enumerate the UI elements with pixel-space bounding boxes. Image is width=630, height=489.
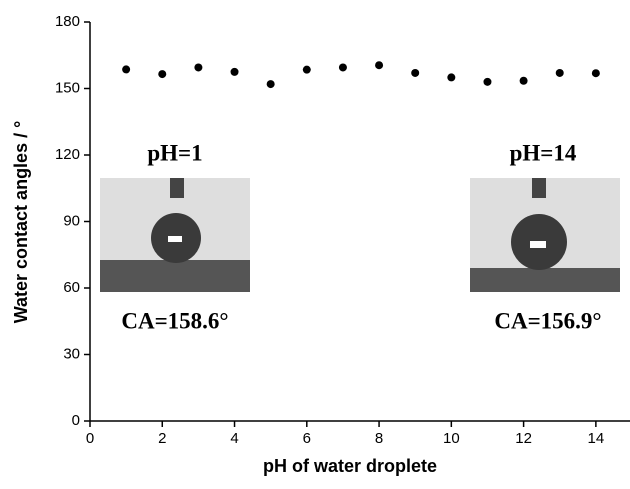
annotation: pH=14 <box>510 140 577 165</box>
data-point <box>555 68 564 77</box>
y-tick-label: 150 <box>55 79 80 96</box>
inset-photo-left <box>100 178 250 292</box>
y-tick-label: 60 <box>63 279 80 296</box>
inset-photo-right <box>470 178 620 292</box>
data-point <box>447 73 456 82</box>
data-point <box>158 70 167 79</box>
data-point <box>591 69 600 78</box>
data-point <box>519 76 528 85</box>
x-tick-label: 4 <box>230 430 238 447</box>
y-tick-label: 0 <box>72 412 80 429</box>
x-tick-label: 10 <box>443 430 460 447</box>
data-point <box>194 63 203 72</box>
x-tick-label: 0 <box>86 430 94 447</box>
annotation: CA=156.9° <box>494 308 601 333</box>
data-point <box>302 65 311 74</box>
x-tick-label: 14 <box>588 430 605 447</box>
y-tick-label: 30 <box>63 345 80 362</box>
y-tick-label: 120 <box>55 146 80 163</box>
y-tick-label: 180 <box>55 13 80 30</box>
data-point <box>230 67 239 76</box>
y-axis-title: Water contact angles / ° <box>11 121 31 324</box>
annotation: CA=158.6° <box>121 308 228 333</box>
x-axis-title: pH of water droplete <box>263 456 437 476</box>
x-tick-label: 6 <box>303 430 311 447</box>
data-point <box>483 77 492 86</box>
x-tick-label: 8 <box>375 430 383 447</box>
y-tick-label: 90 <box>63 212 80 229</box>
data-point <box>338 63 347 72</box>
data-point <box>375 61 384 70</box>
data-point <box>266 80 275 89</box>
x-tick-label: 2 <box>158 430 166 447</box>
data-point <box>122 65 131 74</box>
x-tick-label: 12 <box>515 430 532 447</box>
annotation: pH=1 <box>147 140 202 165</box>
data-point <box>411 68 420 77</box>
